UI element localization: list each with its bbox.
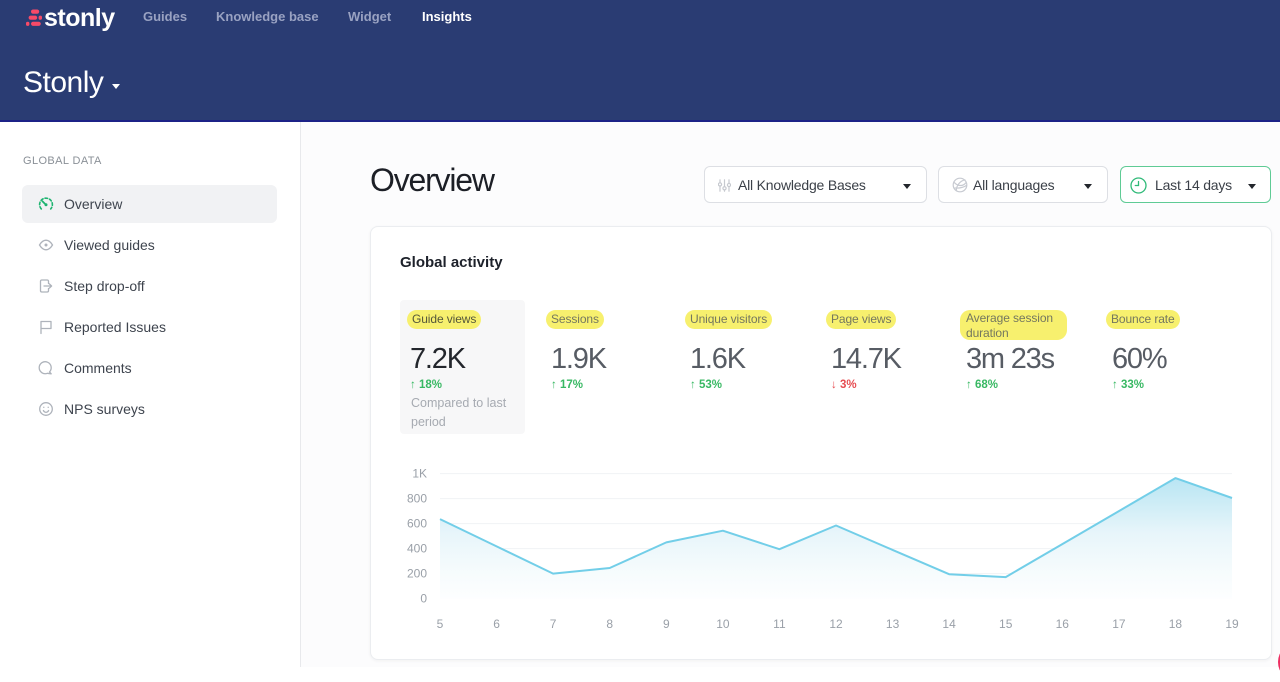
- svg-text:200: 200: [407, 567, 427, 581]
- svg-text:800: 800: [407, 492, 427, 506]
- svg-text:16: 16: [1056, 617, 1070, 631]
- svg-text:11: 11: [773, 617, 786, 631]
- svg-text:8: 8: [606, 617, 613, 631]
- svg-text:6: 6: [493, 617, 500, 631]
- svg-text:9: 9: [663, 617, 670, 631]
- svg-text:19: 19: [1225, 617, 1239, 631]
- svg-text:600: 600: [407, 517, 427, 531]
- svg-text:13: 13: [886, 617, 900, 631]
- svg-text:400: 400: [407, 542, 427, 556]
- svg-text:5: 5: [437, 617, 444, 631]
- svg-text:7: 7: [550, 617, 557, 631]
- svg-text:14: 14: [942, 617, 956, 631]
- svg-text:1K: 1K: [412, 467, 427, 481]
- svg-text:0: 0: [420, 592, 427, 606]
- svg-text:10: 10: [716, 617, 730, 631]
- svg-text:17: 17: [1112, 617, 1126, 631]
- svg-text:18: 18: [1169, 617, 1183, 631]
- svg-text:15: 15: [999, 617, 1013, 631]
- svg-text:12: 12: [829, 617, 843, 631]
